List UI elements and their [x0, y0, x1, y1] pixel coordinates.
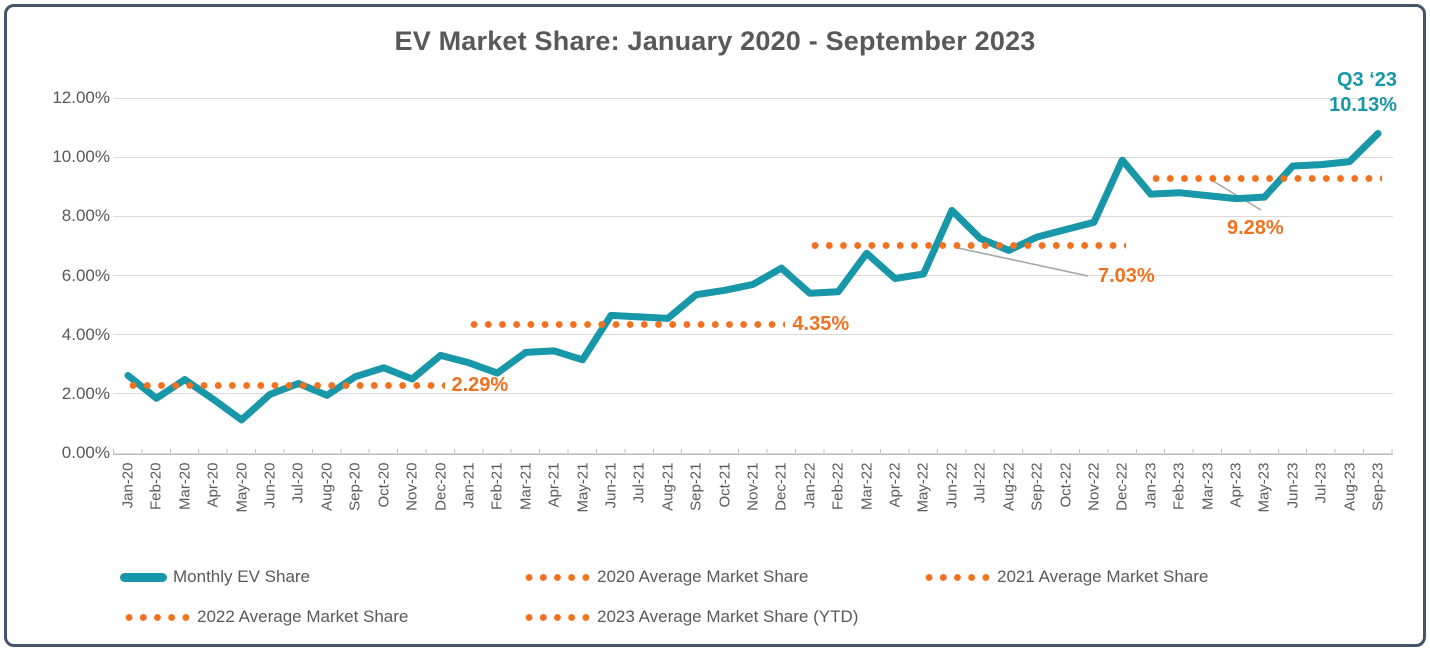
y-axis-label: 8.00%	[61, 206, 110, 226]
average-value-label-2023: 9.28%	[1227, 217, 1284, 239]
gridline	[113, 97, 1393, 99]
gridline	[113, 215, 1393, 217]
legend-label: 2021 Average Market Share	[997, 567, 1209, 586]
x-axis-tick-marks	[113, 449, 1394, 455]
legend-item-2023-average: 2023 Average Market Share (YTD)	[520, 606, 858, 628]
orange-dots-marker-icon	[920, 572, 991, 582]
average-line-2022	[805, 240, 1127, 250]
average-value-label-2020: 2.29%	[451, 374, 509, 397]
legend-label: 2022 Average Market Share	[197, 607, 409, 626]
y-axis-label: 6.00%	[61, 265, 110, 285]
q3-2023-value: 10.13%	[1329, 94, 1397, 116]
y-axis-label: 12.00%	[52, 88, 110, 107]
callout-leader-line-2022	[957, 247, 1089, 277]
chart-title: EV Market Share: January 2020 - Septembe…	[394, 26, 1036, 56]
q3-2023-annotation: Q3 ‘23 10.13%	[1329, 68, 1397, 118]
y-axis-label: 10.00%	[52, 147, 110, 167]
average-value-label-2021: 4.35%	[792, 313, 850, 336]
y-axis-label: 0.00%	[61, 443, 110, 462]
y-axis-label: 2.00%	[61, 383, 110, 403]
legend-item-2021-average: 2021 Average Market Share	[920, 566, 1208, 588]
gridline	[113, 452, 1393, 454]
y-axis-label: 4.00%	[61, 324, 110, 344]
legend-item-2020-average: 2020 Average Market Share	[520, 566, 808, 588]
legend-label: 2020 Average Market Share	[597, 567, 809, 586]
q3-2023-label: Q3 ‘23	[1336, 69, 1397, 91]
gridline	[113, 334, 1393, 336]
orange-dots-marker-icon	[520, 572, 591, 582]
legend-label: 2023 Average Market Share (YTD)	[597, 607, 859, 626]
average-line-2021	[464, 319, 786, 329]
average-line-2023	[1146, 173, 1382, 183]
orange-dots-marker-icon	[520, 612, 591, 622]
gridline	[113, 156, 1393, 158]
average-value-label-2022: 7.03%	[1098, 265, 1155, 287]
gridline	[113, 393, 1393, 395]
legend-item-2022-average: 2022 Average Market Share	[120, 606, 408, 628]
average-line-2020	[124, 380, 445, 390]
gridline	[113, 275, 1393, 276]
legend-item-monthly-ev-share: Monthly EV Share	[120, 566, 310, 588]
legend-label: Monthly EV Share	[173, 567, 311, 586]
orange-dots-marker-icon	[120, 612, 191, 622]
teal-line-marker-icon	[120, 572, 167, 582]
